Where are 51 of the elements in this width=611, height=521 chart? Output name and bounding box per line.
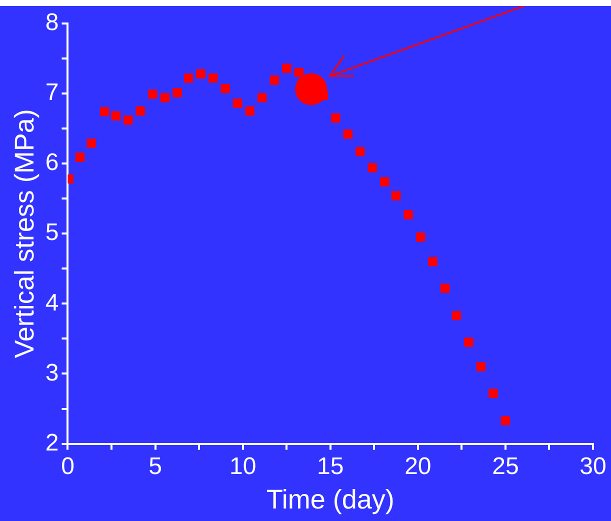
point: [220, 84, 230, 94]
point: [440, 284, 450, 293]
point: [184, 73, 194, 83]
x-tick-label: 30: [580, 452, 606, 480]
point: [452, 310, 462, 320]
point: [196, 69, 206, 78]
point: [232, 98, 242, 108]
point: [404, 210, 413, 220]
point: [208, 73, 218, 83]
point: [270, 76, 279, 85]
point: [282, 64, 292, 73]
point: [160, 93, 170, 102]
x-tick-label: 10: [229, 452, 256, 480]
y-tick-label: 4: [45, 289, 59, 316]
point: [464, 338, 474, 347]
point: [500, 416, 510, 426]
point: [343, 130, 352, 139]
point: [245, 106, 254, 116]
point: [380, 177, 390, 186]
x-tick-label: 15: [317, 452, 344, 480]
point: [294, 68, 304, 78]
x-tick-label: 0: [61, 452, 74, 480]
point: [75, 152, 85, 162]
x-axis-title: Time (day): [266, 484, 394, 514]
point: [124, 115, 133, 125]
point: [368, 163, 377, 172]
y-tick-label: 7: [45, 79, 59, 106]
y-axis-title: Vertical stress (MPa): [10, 109, 40, 358]
y-tick-label: 3: [45, 359, 59, 386]
x-tick-label: 5: [148, 452, 162, 480]
point: [111, 111, 120, 120]
y-tick-label: 6: [45, 149, 59, 176]
point: [257, 93, 267, 102]
point: [295, 73, 328, 106]
point: [476, 362, 486, 372]
x-tick-label: 25: [492, 452, 519, 480]
point: [148, 90, 158, 99]
point: [391, 191, 401, 200]
point: [172, 88, 182, 98]
point: [356, 147, 365, 156]
point: [331, 113, 340, 123]
point: [416, 232, 426, 242]
point: [136, 106, 146, 116]
y-tick-label: 8: [45, 9, 59, 36]
y-tick-label: 5: [45, 219, 59, 246]
point: [86, 138, 96, 148]
point: [488, 388, 498, 398]
point: [100, 107, 110, 116]
x-tick-label: 20: [404, 452, 432, 480]
point: [428, 257, 438, 266]
y-tick-label: 2: [45, 429, 59, 456]
